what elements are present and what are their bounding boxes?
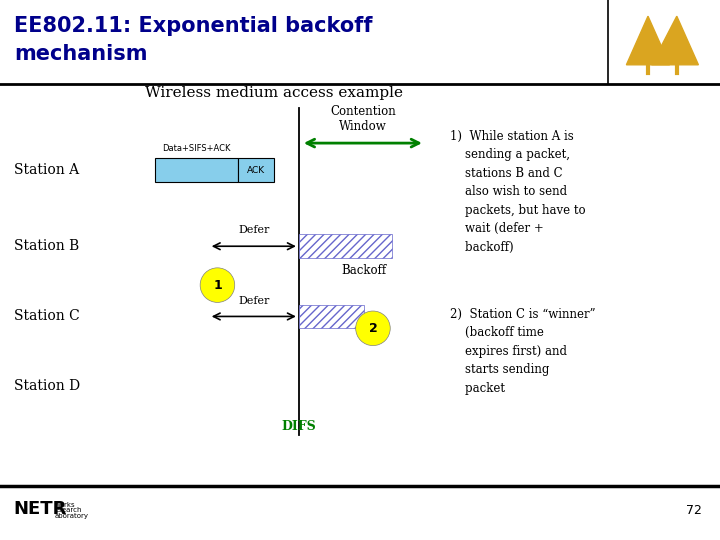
Text: Data+SIFS+ACK: Data+SIFS+ACK	[162, 144, 230, 153]
Text: 2: 2	[369, 322, 377, 335]
Text: DIFS: DIFS	[282, 420, 316, 433]
Text: Contention
Window: Contention Window	[330, 105, 396, 133]
Polygon shape	[652, 16, 698, 65]
Text: works: works	[55, 502, 76, 508]
Text: EE802.11: Exponential backoff
mechanism: EE802.11: Exponential backoff mechanism	[14, 17, 373, 64]
Ellipse shape	[200, 268, 235, 302]
Text: Station B: Station B	[14, 239, 80, 253]
Polygon shape	[626, 16, 670, 65]
Text: NETR: NETR	[13, 500, 66, 518]
Text: 1)  While station A is
    sending a packet,
    stations B and C
    also wish : 1) While station A is sending a packet, …	[450, 130, 585, 254]
Text: aboratory: aboratory	[55, 512, 89, 519]
Text: Backoff: Backoff	[341, 264, 386, 276]
Text: Station D: Station D	[14, 379, 81, 393]
Text: Station C: Station C	[14, 309, 80, 323]
Ellipse shape	[356, 311, 390, 346]
Text: 2)  Station C is “winner”
    (backoff time
    expires first) and
    starts se: 2) Station C is “winner” (backoff time e…	[450, 308, 595, 395]
Text: ACK: ACK	[246, 166, 265, 174]
Bar	[299, 305, 364, 328]
Text: 1: 1	[213, 279, 222, 292]
Text: 72: 72	[686, 504, 702, 517]
Bar	[155, 158, 238, 182]
Text: Defer: Defer	[238, 225, 269, 235]
Text: Wireless medium access example: Wireless medium access example	[145, 86, 402, 100]
Bar	[299, 234, 392, 258]
Text: Station A: Station A	[14, 163, 79, 177]
Text: esearch: esearch	[55, 507, 82, 514]
Bar	[238, 158, 274, 182]
Text: Defer: Defer	[238, 295, 269, 306]
